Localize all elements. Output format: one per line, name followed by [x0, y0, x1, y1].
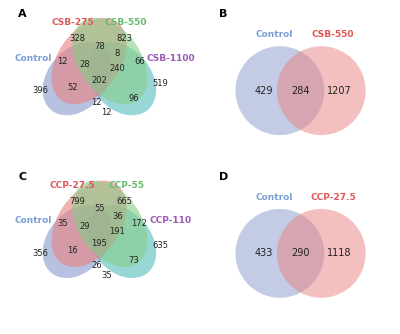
Text: 8: 8 — [114, 49, 120, 58]
Text: 665: 665 — [116, 197, 132, 206]
Text: 396: 396 — [32, 86, 48, 95]
Text: 433: 433 — [254, 248, 273, 259]
Text: A: A — [18, 9, 27, 19]
Ellipse shape — [43, 42, 112, 115]
Text: 429: 429 — [254, 86, 273, 96]
Text: CSB-1100: CSB-1100 — [146, 54, 195, 62]
Text: 191: 191 — [109, 227, 125, 236]
Text: 12: 12 — [102, 108, 112, 117]
Text: 73: 73 — [128, 256, 139, 265]
Text: 52: 52 — [68, 83, 78, 92]
Text: CSB-550: CSB-550 — [105, 18, 147, 27]
Circle shape — [277, 209, 366, 298]
Text: 35: 35 — [57, 219, 68, 228]
Text: 202: 202 — [92, 76, 107, 85]
Circle shape — [236, 46, 324, 135]
Text: 328: 328 — [69, 34, 85, 43]
Text: 172: 172 — [132, 219, 147, 228]
Ellipse shape — [72, 181, 147, 267]
Text: 78: 78 — [94, 42, 105, 51]
Text: 195: 195 — [92, 238, 107, 247]
Text: B: B — [219, 9, 228, 19]
Text: 284: 284 — [291, 86, 310, 96]
Text: C: C — [18, 172, 26, 182]
Text: Control: Control — [255, 193, 293, 202]
Text: 240: 240 — [109, 64, 125, 73]
Text: Control: Control — [14, 54, 52, 62]
Text: 635: 635 — [152, 241, 168, 250]
Text: 26: 26 — [91, 261, 102, 270]
Text: 35: 35 — [102, 271, 112, 280]
Ellipse shape — [43, 205, 112, 278]
Text: 799: 799 — [69, 197, 85, 206]
Ellipse shape — [72, 18, 147, 104]
Ellipse shape — [87, 42, 156, 115]
Text: 290: 290 — [291, 248, 310, 259]
Text: 96: 96 — [128, 94, 139, 103]
Text: CSB-275: CSB-275 — [52, 18, 94, 27]
Text: 519: 519 — [152, 79, 168, 88]
Circle shape — [236, 209, 324, 298]
Text: Control: Control — [14, 216, 52, 225]
Text: 36: 36 — [112, 212, 122, 221]
Text: CCP-27.5: CCP-27.5 — [50, 181, 96, 190]
Text: D: D — [219, 172, 228, 182]
Ellipse shape — [87, 205, 156, 278]
Circle shape — [277, 46, 366, 135]
Ellipse shape — [52, 18, 126, 104]
Text: Control: Control — [255, 30, 293, 39]
Text: 28: 28 — [79, 59, 90, 68]
Text: 55: 55 — [94, 204, 105, 213]
Text: 16: 16 — [68, 246, 78, 255]
Text: 66: 66 — [134, 56, 145, 65]
Text: CCP-55: CCP-55 — [108, 181, 144, 190]
Text: CCP-27.5: CCP-27.5 — [310, 193, 356, 202]
Text: 12: 12 — [57, 56, 68, 65]
Text: 29: 29 — [79, 222, 90, 231]
Text: 823: 823 — [116, 34, 132, 43]
Text: 356: 356 — [32, 249, 48, 258]
Text: 1207: 1207 — [327, 86, 352, 96]
Text: 12: 12 — [91, 98, 102, 107]
Text: 1118: 1118 — [327, 248, 351, 259]
Text: CSB-550: CSB-550 — [312, 30, 354, 39]
Text: CCP-110: CCP-110 — [149, 216, 192, 225]
Ellipse shape — [52, 181, 126, 267]
